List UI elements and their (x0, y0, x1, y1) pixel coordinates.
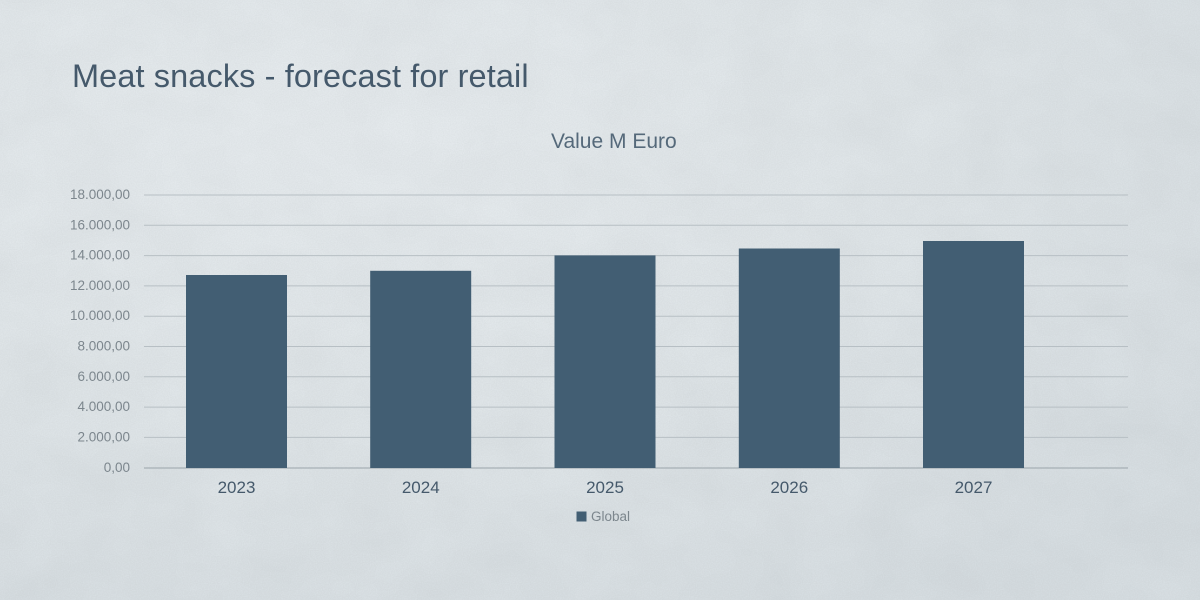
svg-text:6.000,00: 6.000,00 (77, 369, 130, 384)
svg-text:0,00: 0,00 (104, 460, 130, 475)
svg-text:2027: 2027 (955, 478, 993, 497)
svg-text:2023: 2023 (218, 478, 256, 497)
svg-text:8.000,00: 8.000,00 (77, 339, 130, 354)
svg-text:16.000,00: 16.000,00 (70, 217, 130, 232)
svg-text:18.000,00: 18.000,00 (70, 187, 130, 202)
svg-text:10.000,00: 10.000,00 (70, 308, 130, 323)
svg-text:2.000,00: 2.000,00 (77, 429, 130, 444)
svg-text:Global: Global (591, 509, 630, 524)
svg-text:2025: 2025 (586, 478, 624, 497)
svg-text:2026: 2026 (770, 478, 808, 497)
svg-text:14.000,00: 14.000,00 (70, 248, 130, 263)
svg-text:12.000,00: 12.000,00 (70, 278, 130, 293)
svg-text:4.000,00: 4.000,00 (77, 399, 130, 414)
svg-text:2024: 2024 (402, 478, 440, 497)
